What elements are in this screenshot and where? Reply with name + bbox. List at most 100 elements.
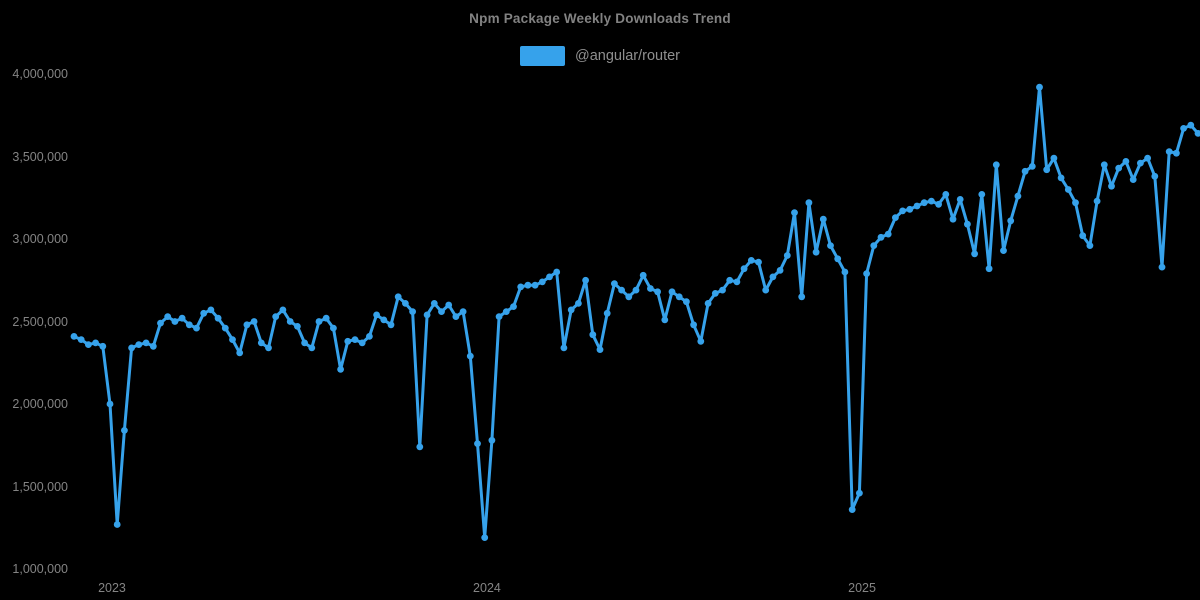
data-point-marker[interactable] [77, 336, 85, 343]
data-point-marker[interactable] [596, 346, 604, 353]
data-point-marker[interactable] [85, 341, 92, 348]
data-point-marker[interactable] [1036, 83, 1043, 91]
data-point-marker[interactable] [1086, 242, 1094, 250]
data-point-marker[interactable] [538, 278, 546, 286]
data-point-marker[interactable] [661, 316, 669, 324]
data-point-marker[interactable] [791, 209, 798, 217]
data-point-marker[interactable] [531, 281, 539, 289]
data-point-marker[interactable] [841, 268, 849, 276]
data-point-marker[interactable] [502, 308, 510, 315]
data-point-marker[interactable] [452, 313, 460, 320]
data-point-marker[interactable] [1050, 154, 1058, 162]
data-point-marker[interactable] [106, 400, 114, 408]
data-point-marker[interactable] [351, 336, 359, 343]
data-point-marker[interactable] [229, 336, 236, 343]
data-point-marker[interactable] [92, 339, 99, 347]
data-point-marker[interactable] [949, 215, 957, 223]
data-point-marker[interactable] [1144, 154, 1151, 162]
data-point-marker[interactable] [690, 321, 697, 329]
data-point-marker[interactable] [380, 316, 388, 324]
data-point-marker[interactable] [546, 273, 553, 281]
data-point-marker[interactable] [113, 521, 121, 528]
data-point-marker[interactable] [1064, 186, 1072, 193]
data-point-marker[interactable] [157, 319, 164, 327]
data-point-marker[interactable] [279, 306, 287, 314]
data-point-marker[interactable] [135, 341, 143, 348]
data-point-marker[interactable] [632, 286, 640, 294]
data-point-marker[interactable] [603, 309, 611, 317]
data-point-marker[interactable] [416, 443, 424, 451]
data-point-marker[interactable] [495, 313, 503, 320]
data-point-marker[interactable] [438, 308, 445, 315]
data-point-marker[interactable] [798, 293, 806, 301]
data-point-marker[interactable] [582, 276, 589, 284]
data-point-marker[interactable] [423, 311, 431, 319]
data-point-marker[interactable] [301, 339, 308, 347]
data-point-marker[interactable] [221, 324, 229, 332]
data-point-marker[interactable] [726, 276, 734, 284]
data-point-marker[interactable] [322, 314, 330, 322]
data-point-marker[interactable] [315, 318, 323, 325]
data-point-marker[interactable] [466, 352, 474, 360]
data-point-marker[interactable] [164, 313, 172, 320]
data-point-marker[interactable] [178, 314, 186, 322]
data-point-marker[interactable] [553, 268, 561, 276]
data-point-marker[interactable] [510, 303, 517, 310]
data-point-marker[interactable] [1151, 172, 1159, 180]
data-point-marker[interactable] [776, 267, 784, 274]
data-point-marker[interactable] [481, 534, 489, 541]
data-point-marker[interactable] [185, 321, 193, 329]
data-point-marker[interactable] [755, 258, 762, 266]
data-point-marker[interactable] [344, 337, 352, 345]
data-point-marker[interactable] [474, 440, 481, 447]
data-point-marker[interactable] [517, 283, 525, 291]
data-point-marker[interactable] [1122, 158, 1130, 165]
data-point-marker[interactable] [964, 220, 971, 228]
data-point-marker[interactable] [1194, 130, 1200, 137]
data-point-marker[interactable] [589, 331, 597, 339]
data-point-marker[interactable] [711, 290, 719, 297]
data-point-marker[interactable] [920, 199, 928, 207]
data-point-marker[interactable] [193, 324, 200, 332]
data-point-marker[interactable] [769, 273, 777, 281]
data-point-marker[interactable] [142, 339, 150, 347]
data-point-marker[interactable] [654, 288, 661, 296]
data-point-marker[interactable] [1108, 182, 1115, 190]
data-point-marker[interactable] [575, 300, 582, 307]
data-point-marker[interactable] [1000, 247, 1007, 255]
data-point-marker[interactable] [1100, 161, 1108, 169]
data-point-marker[interactable] [611, 280, 618, 287]
data-point-marker[interactable] [899, 207, 906, 215]
data-point-marker[interactable] [668, 288, 676, 296]
data-point-marker[interactable] [272, 313, 280, 320]
data-point-marker[interactable] [647, 285, 654, 292]
data-point-marker[interactable] [956, 196, 964, 203]
data-point-marker[interactable] [387, 321, 395, 329]
data-point-marker[interactable] [121, 427, 128, 434]
data-point-marker[interactable] [870, 242, 878, 250]
data-point-marker[interactable] [1072, 199, 1079, 207]
data-point-marker[interactable] [704, 300, 712, 307]
data-point-marker[interactable] [971, 250, 978, 258]
data-point-marker[interactable] [445, 301, 453, 309]
data-point-marker[interactable] [1129, 176, 1137, 184]
data-point-marker[interactable] [1028, 163, 1036, 170]
data-point-marker[interactable] [366, 333, 373, 340]
data-point-marker[interactable] [1165, 148, 1173, 156]
data-point-marker[interactable] [942, 191, 950, 198]
data-point-marker[interactable] [740, 265, 748, 273]
data-point-marker[interactable] [639, 271, 647, 279]
data-point-marker[interactable] [906, 205, 914, 213]
data-point-marker[interactable] [1043, 166, 1051, 174]
data-point-marker[interactable] [1093, 197, 1101, 205]
data-point-marker[interactable] [560, 344, 568, 352]
data-point-marker[interactable] [250, 318, 258, 325]
data-point-marker[interactable] [409, 308, 416, 315]
data-point-marker[interactable] [1014, 192, 1022, 200]
data-point-marker[interactable] [697, 337, 705, 345]
data-point-marker[interactable] [834, 255, 842, 263]
data-point-marker[interactable] [207, 306, 215, 314]
data-point-marker[interactable] [1079, 232, 1087, 240]
data-point-marker[interactable] [358, 339, 366, 347]
data-point-marker[interactable] [1137, 159, 1144, 167]
